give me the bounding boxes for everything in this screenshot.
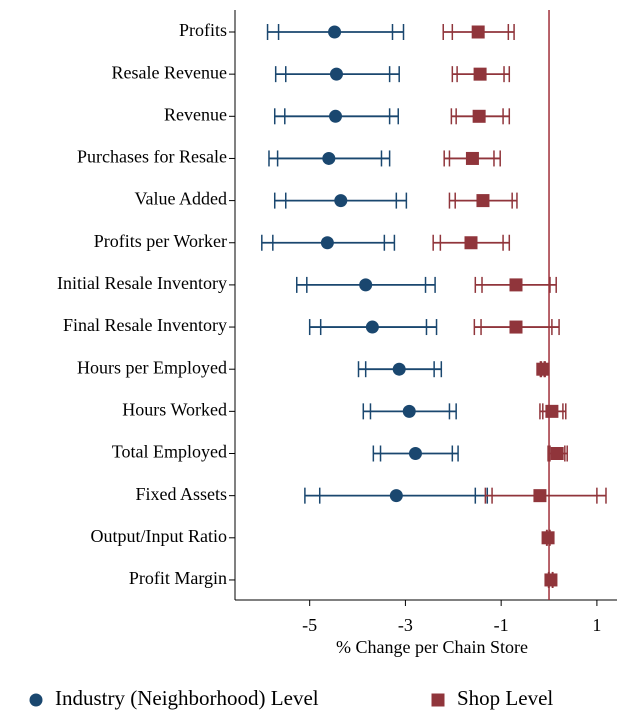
- point: [476, 194, 490, 208]
- point: [389, 489, 403, 503]
- y-tick-label: Revenue: [164, 104, 227, 124]
- y-tick-label: Resale Revenue: [112, 62, 227, 82]
- point: [544, 573, 558, 587]
- y-tick-label: Profits: [179, 20, 227, 40]
- x-tick-label: 1: [592, 615, 601, 635]
- point: [473, 67, 487, 81]
- legend-label: Industry (Neighborhood) Level: [55, 686, 319, 710]
- point: [509, 320, 523, 334]
- y-tick-label: Purchases for Resale: [77, 147, 227, 167]
- y-tick-label: Initial Resale Inventory: [57, 273, 227, 293]
- point: [322, 151, 336, 165]
- point: [550, 447, 564, 460]
- point: [472, 109, 486, 123]
- x-tick-label: -5: [302, 615, 317, 635]
- point: [536, 362, 550, 376]
- point: [392, 362, 406, 376]
- y-tick-label: Final Resale Inventory: [63, 315, 227, 335]
- x-axis-title: % Change per Chain Store: [336, 637, 528, 657]
- legend-label: Shop Level: [457, 686, 553, 710]
- point: [545, 404, 559, 418]
- point: [359, 278, 373, 292]
- legend-marker: [431, 693, 445, 707]
- point: [329, 67, 343, 81]
- point: [365, 320, 379, 334]
- point: [533, 489, 547, 503]
- y-tick-label: Hours per Employed: [77, 357, 227, 377]
- point: [541, 531, 555, 545]
- x-tick-label: -3: [398, 615, 413, 635]
- y-tick-label: Fixed Assets: [135, 484, 227, 504]
- point: [509, 278, 523, 292]
- point: [465, 151, 479, 165]
- y-tick-label: Total Employed: [112, 442, 227, 462]
- y-tick-label: Hours Worked: [122, 399, 227, 419]
- legend-marker: [29, 693, 43, 707]
- y-tick-label: Profits per Worker: [94, 231, 227, 251]
- y-tick-label: Profit Margin: [129, 568, 227, 588]
- point: [408, 447, 422, 460]
- y-tick-label: Output/Input Ratio: [91, 526, 228, 546]
- point: [320, 236, 334, 250]
- x-tick-label: -1: [494, 615, 509, 635]
- point: [402, 404, 416, 418]
- point: [464, 236, 478, 250]
- point: [334, 194, 348, 208]
- point: [471, 25, 485, 39]
- point: [329, 109, 343, 123]
- y-tick-label: Value Added: [135, 189, 227, 209]
- point: [328, 25, 342, 39]
- legend: Industry (Neighborhood) Level Shop Level: [29, 686, 553, 710]
